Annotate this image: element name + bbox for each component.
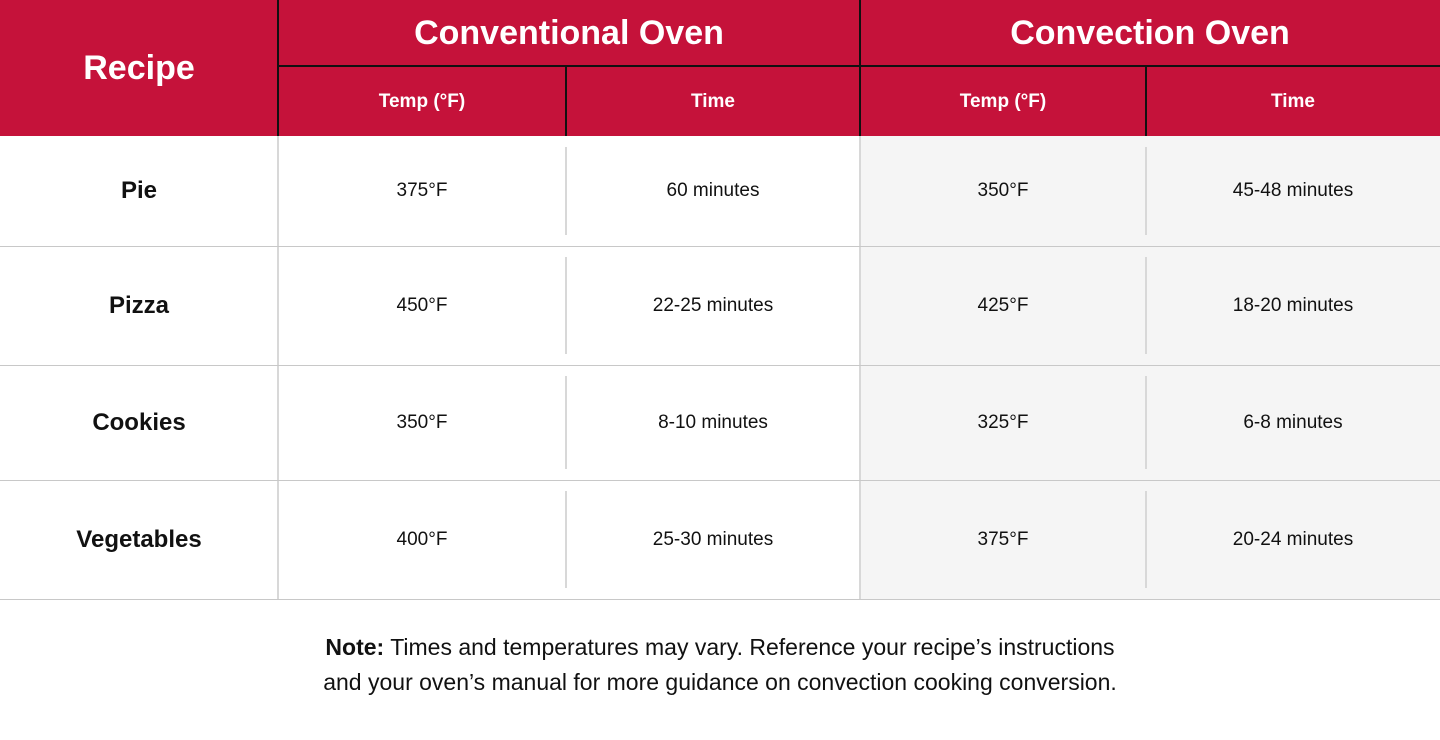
- header-conventional-oven: Conventional Oven: [278, 0, 860, 67]
- cell-convec-temp: 375°F: [977, 528, 1029, 550]
- cell-conv-temp: 350°F: [396, 411, 448, 433]
- note-line2: and your oven’s manual for more guidance…: [323, 669, 1117, 695]
- cell-conv-temp: 375°F: [396, 180, 448, 201]
- column-divider: [565, 491, 567, 588]
- cell-conv-time: 60 minutes: [666, 180, 760, 201]
- column-divider: [1145, 376, 1147, 469]
- cell-recipe: Cookies: [92, 408, 186, 436]
- cell-convec-temp: 425°F: [977, 294, 1029, 316]
- cell-conv-time: 8-10 minutes: [658, 411, 768, 433]
- cell-conv-temp: 400°F: [396, 528, 448, 550]
- cell-recipe: Pie: [120, 177, 158, 204]
- cell-convec-time: 6-8 minutes: [1243, 411, 1343, 433]
- cell-convec-temp: 350°F: [977, 180, 1029, 201]
- column-divider: [565, 257, 567, 354]
- header-convection-oven: Convection Oven: [860, 0, 1440, 67]
- column-divider: [1145, 147, 1147, 235]
- cell-conv-time: 22-25 minutes: [652, 294, 774, 316]
- header-convection-temp: Temp (°F): [860, 67, 1146, 136]
- cell-convec-time: 18-20 minutes: [1232, 294, 1354, 316]
- note: Note: Times and temperatures may vary. R…: [0, 630, 1440, 700]
- note-label: Note:: [325, 634, 385, 660]
- cell-convec-time: 20-24 minutes: [1232, 528, 1354, 550]
- cell-conv-temp: 450°F: [396, 294, 448, 316]
- column-divider: [565, 376, 567, 469]
- cell-convec-time: 45-48 minutes: [1232, 180, 1354, 201]
- cell-conv-time: 25-30 minutes: [652, 528, 774, 550]
- column-divider: [565, 147, 567, 235]
- column-divider: [1145, 257, 1147, 354]
- column-divider: [1145, 491, 1147, 588]
- cell-recipe: Pizza: [108, 291, 170, 319]
- note-line1: Times and temperatures may vary. Referen…: [390, 634, 1115, 660]
- cell-recipe: Vegetables: [76, 525, 202, 553]
- header-conventional-temp: Temp (°F): [278, 67, 566, 136]
- header-recipe: Recipe: [0, 0, 278, 136]
- header-conventional-time: Time: [566, 67, 860, 136]
- cell-convec-temp: 325°F: [977, 411, 1029, 433]
- header-convection-time: Time: [1146, 67, 1440, 136]
